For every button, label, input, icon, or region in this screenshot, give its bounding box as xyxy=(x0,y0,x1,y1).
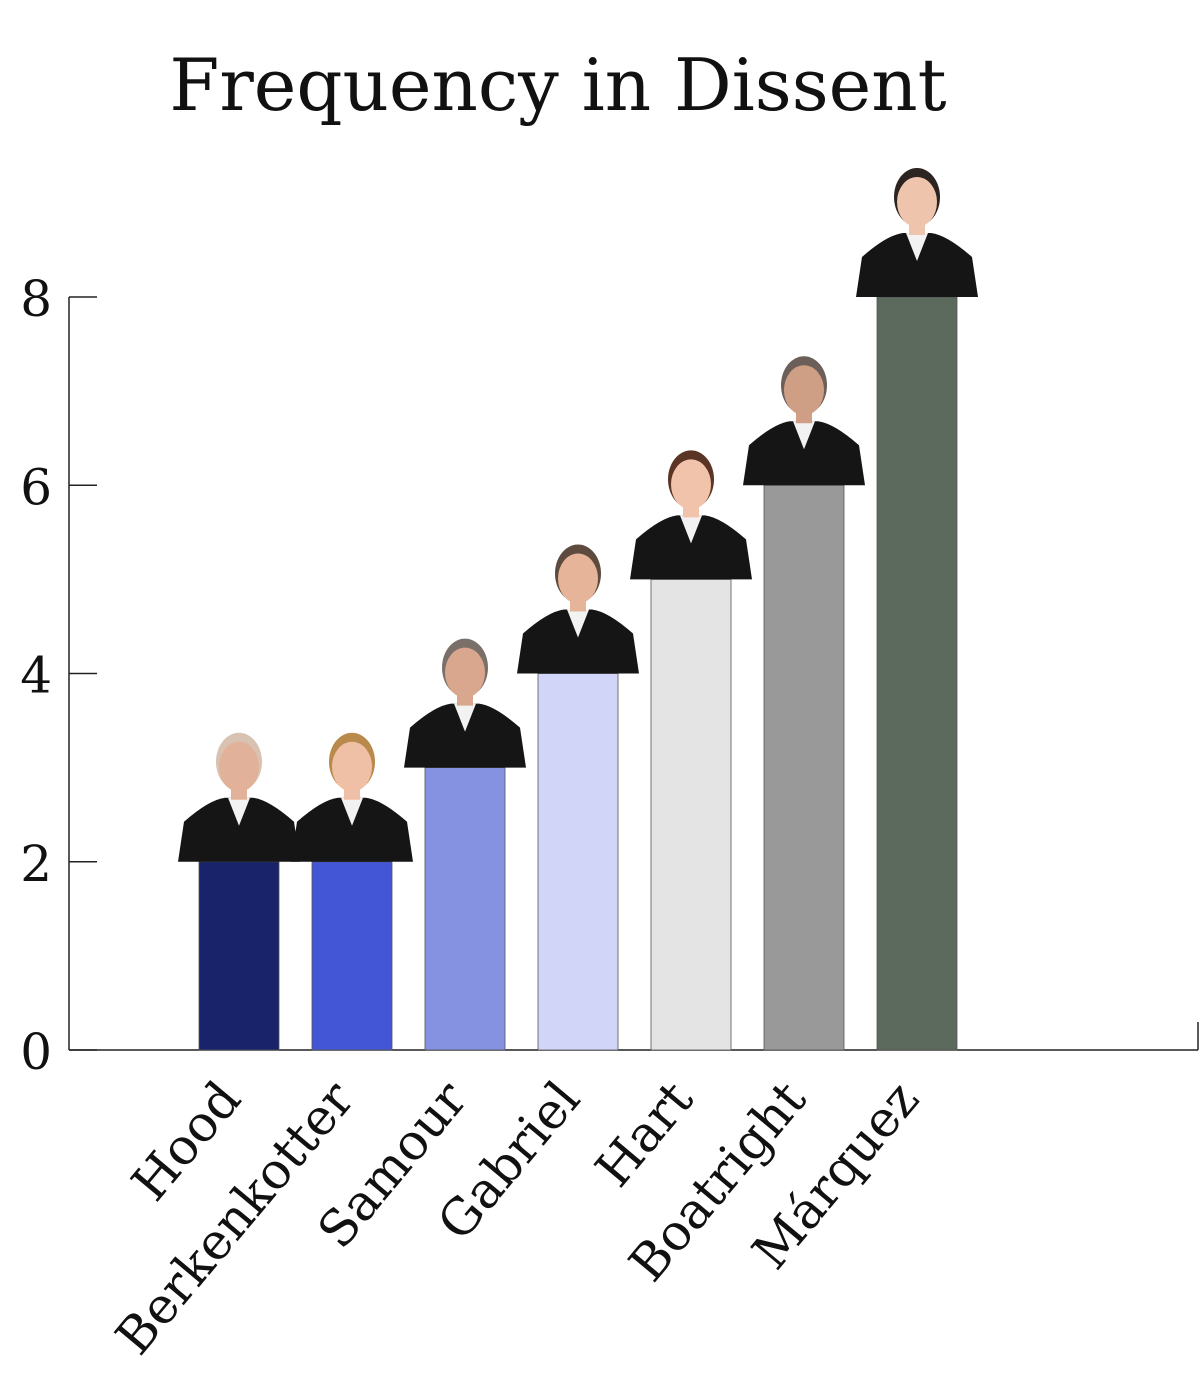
collar-shape xyxy=(906,233,928,261)
robe-shape xyxy=(743,421,865,486)
portrait-photo xyxy=(178,732,300,862)
face-shape xyxy=(445,647,485,698)
bar xyxy=(650,578,732,1051)
face-shape xyxy=(671,459,711,510)
robe-shape xyxy=(517,609,639,674)
collar-shape xyxy=(793,421,815,450)
bar xyxy=(311,861,393,1051)
robe-shape xyxy=(291,797,413,862)
portrait-photo xyxy=(856,168,978,297)
bars xyxy=(198,296,958,1051)
face-shape xyxy=(784,365,824,416)
y-tick-label: 2 xyxy=(20,835,52,893)
x-tick-labels: HoodBerkenkotterSamourGabrielHartBoatrig… xyxy=(105,1070,931,1365)
collar-shape xyxy=(454,703,476,732)
axes: 0 2 4 6 8 xyxy=(20,270,1199,1081)
face-shape xyxy=(897,177,937,227)
face-shape xyxy=(558,553,598,604)
bar xyxy=(763,484,845,1051)
face-shape xyxy=(219,741,259,792)
collar-shape xyxy=(228,797,250,826)
y-tick-label: 4 xyxy=(20,647,52,705)
portraits xyxy=(178,168,978,862)
bar xyxy=(424,767,506,1051)
robe-shape xyxy=(178,797,300,862)
y-tick-label: 8 xyxy=(20,270,52,328)
bar xyxy=(198,861,280,1051)
face-shape xyxy=(332,741,372,792)
y-tick-label: 0 xyxy=(20,1023,52,1081)
robe-shape xyxy=(630,515,752,580)
y-tick-label: 6 xyxy=(20,458,52,516)
chart-title: Frequency in Dissent xyxy=(169,43,946,127)
portrait-photo xyxy=(517,544,639,674)
collar-shape xyxy=(567,609,589,638)
portrait-photo xyxy=(743,356,865,486)
bar xyxy=(537,673,619,1051)
robe-shape xyxy=(404,703,526,768)
robe-shape xyxy=(856,233,978,297)
bar xyxy=(876,296,958,1051)
collar-shape xyxy=(680,515,702,544)
portrait-photo xyxy=(291,732,413,862)
portrait-photo xyxy=(630,450,752,580)
collar-shape xyxy=(341,797,363,826)
portrait-photo xyxy=(404,638,526,768)
